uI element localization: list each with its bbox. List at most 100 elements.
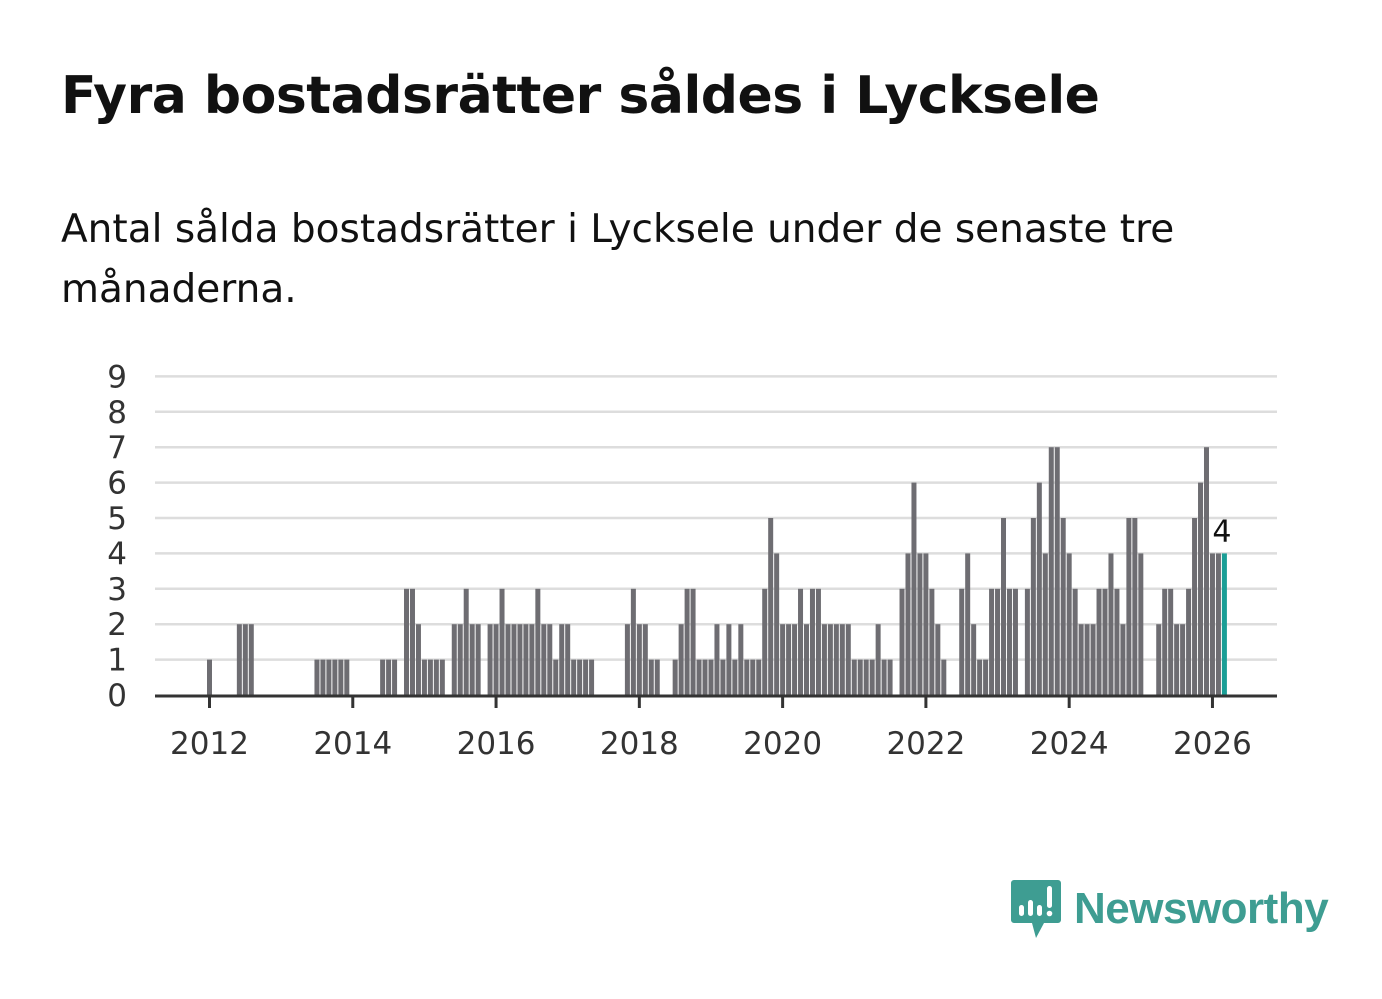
last-value-label: 4: [1212, 514, 1231, 549]
bar: [887, 659, 893, 695]
bar: [1036, 482, 1042, 695]
bar: [869, 659, 875, 695]
bar: [1030, 518, 1036, 695]
bar: [1012, 588, 1018, 695]
bar: [529, 624, 535, 695]
bar: [499, 588, 505, 695]
bar: [720, 659, 726, 695]
bar: [1156, 624, 1162, 695]
bar: [207, 659, 212, 695]
bar: [690, 588, 696, 695]
bar: [1102, 588, 1108, 695]
bar: [415, 624, 421, 695]
bar: [756, 659, 762, 695]
bar: [726, 624, 732, 695]
brand-name: Newsworthy: [1074, 884, 1329, 933]
bar: [487, 624, 493, 695]
bar: [380, 659, 386, 695]
bar: [242, 624, 248, 695]
bar: [392, 659, 398, 695]
bar: [1090, 624, 1096, 695]
bar: [851, 659, 857, 695]
bar: [1108, 553, 1114, 695]
bar: [929, 588, 935, 695]
bar: [648, 659, 654, 695]
bar: [1048, 447, 1054, 695]
bar: [248, 624, 254, 695]
bar: [1114, 588, 1120, 695]
bar: [386, 659, 392, 695]
y-tick-label: 4: [107, 536, 127, 572]
bar: [583, 659, 589, 695]
bar: [636, 624, 642, 695]
bar: [457, 624, 463, 695]
x-tick-label: 2026: [1173, 726, 1252, 762]
bar: [1186, 588, 1192, 695]
bar: [1024, 588, 1030, 695]
bar: [875, 624, 881, 695]
bar: [911, 482, 917, 695]
bar: [768, 518, 774, 695]
bar: [1174, 624, 1180, 695]
bar: [935, 624, 941, 695]
bar: [654, 659, 660, 695]
bar: [1162, 588, 1168, 695]
bar: [732, 659, 738, 695]
bar: [1066, 553, 1072, 695]
bar: [923, 553, 929, 695]
bar: [1054, 447, 1060, 695]
bar: [977, 659, 983, 695]
bar: [702, 659, 708, 695]
bar: [559, 624, 565, 695]
bar: [1192, 518, 1198, 695]
bar: [714, 624, 720, 695]
bar: [857, 659, 863, 695]
bar: [827, 624, 833, 695]
bar: [1168, 588, 1174, 695]
bar: [959, 588, 965, 695]
bar: [780, 624, 786, 695]
bar: [439, 659, 445, 695]
bar: [815, 588, 821, 695]
bar: [433, 659, 439, 695]
x-tick-label: 2020: [743, 726, 822, 762]
x-tick-label: 2022: [886, 726, 965, 762]
bar: [475, 624, 481, 695]
x-tick-label: 2016: [457, 726, 536, 762]
bar: [1126, 518, 1132, 695]
bar: [589, 659, 595, 695]
bar: [469, 624, 475, 695]
bar: [565, 624, 571, 695]
gridlines: [155, 375, 1277, 661]
bar: [696, 659, 702, 695]
bar: [541, 624, 547, 695]
y-tick-label: 1: [107, 643, 127, 679]
bar: [1078, 624, 1084, 695]
bar: [326, 659, 332, 695]
bar: [1042, 553, 1048, 695]
bar: [523, 624, 529, 695]
bar: [547, 624, 553, 695]
bar: [684, 588, 690, 695]
y-tick-label: 5: [107, 501, 127, 537]
bar: [917, 553, 923, 695]
bar: [905, 553, 911, 695]
x-tick-label: 2012: [170, 726, 249, 762]
bar: [839, 624, 845, 695]
bar: [762, 588, 768, 695]
bar: [1060, 518, 1066, 695]
bar: [1001, 518, 1007, 695]
y-tick-label: 0: [107, 678, 127, 714]
bar: [804, 624, 809, 695]
bar: [965, 553, 971, 695]
y-tick-label: 6: [107, 466, 127, 502]
newsworthy-logo: Newsworthy: [1010, 878, 1329, 940]
bar: [941, 659, 947, 695]
bar: [1138, 553, 1144, 695]
bar: [571, 659, 577, 695]
bar: [493, 624, 499, 695]
y-tick-label: 2: [107, 607, 127, 643]
bar: [1215, 553, 1221, 695]
